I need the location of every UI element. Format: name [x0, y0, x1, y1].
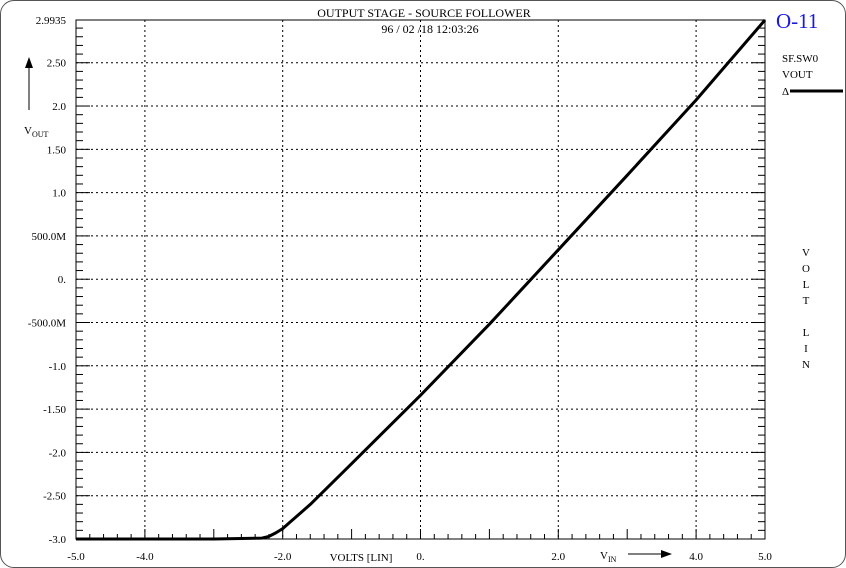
- y-tick-label: -3.0: [49, 534, 67, 546]
- y-tick-label: -2.0: [49, 447, 67, 459]
- y-arrow-head: [25, 57, 33, 68]
- right-axis-letter: T: [803, 295, 810, 307]
- y-axis-tick-labels: 2.9935 2.50 2.0 1.50 1.0 500.0M 0. -500.0M -1.0 -…: [28, 15, 67, 546]
- x-axis-tick-labels: -5.0 -4.0 -2.0 0. 2.0 4.0 5.0: [67, 551, 772, 563]
- right-axis-letter: I: [804, 343, 808, 355]
- minor-ticks: [75, 27, 766, 540]
- y-tick-label: 2.50: [47, 58, 67, 70]
- y-tick-label: -1.50: [43, 404, 66, 416]
- x-axis-label: VOLTS [LIN]: [330, 552, 393, 564]
- right-axis-letter: O: [802, 263, 810, 275]
- x-tick-label: -5.0: [67, 551, 85, 563]
- y-tick-label: 1.0: [52, 188, 66, 200]
- y-tick-label: -500.0M: [28, 318, 66, 330]
- x-tick-label: -4.0: [136, 551, 154, 563]
- x-variable-label: VIN: [600, 550, 617, 564]
- y-axis-label: VOUT: [24, 125, 49, 139]
- y-tick-label: 2.0: [52, 101, 66, 113]
- legend-line-2: VOUT: [782, 69, 813, 81]
- right-axis-letter: V: [802, 247, 810, 259]
- page-id: O-11: [776, 9, 818, 33]
- x-tick-label: 4.0: [689, 551, 703, 563]
- series-line-vout: [76, 19, 767, 541]
- legend-marker: Δ: [782, 86, 789, 98]
- legend-line-1: SF.SW0: [782, 53, 819, 65]
- x-arrow-head: [661, 550, 672, 558]
- y-tick-label: 0.: [58, 274, 67, 286]
- grid: [76, 20, 765, 539]
- right-axis-letter: N: [802, 359, 810, 371]
- y-tick-label: 500.0M: [31, 231, 66, 243]
- right-axis-letter: L: [803, 279, 810, 291]
- x-tick-label: 5.0: [758, 551, 772, 563]
- y-tick-label: 2.9935: [36, 15, 67, 27]
- series-layer: [76, 19, 767, 541]
- x-tick-label: 0.: [416, 551, 425, 563]
- chart-title: OUTPUT STAGE - SOURCE FOLLOWER: [317, 6, 531, 20]
- right-axis-letter: L: [803, 327, 810, 339]
- x-tick-label: -2.0: [274, 551, 292, 563]
- plot-area-border: [75, 19, 766, 540]
- chart-subtitle: 96 / 02 /18 12:03:26: [381, 22, 478, 36]
- y-tick-label: -2.50: [43, 491, 66, 503]
- y-tick-label: 1.50: [47, 144, 67, 156]
- y-tick-label: -1.0: [49, 361, 67, 373]
- x-tick-label: 2.0: [551, 551, 565, 563]
